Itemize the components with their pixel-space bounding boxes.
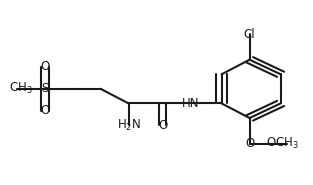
Text: O: O — [158, 119, 167, 132]
Text: HN: HN — [182, 97, 199, 110]
Text: O: O — [40, 60, 49, 73]
Text: O: O — [40, 104, 49, 117]
Text: CH$_3$: CH$_3$ — [9, 81, 33, 96]
Text: S: S — [41, 82, 49, 95]
Text: H$_2$N: H$_2$N — [116, 118, 141, 133]
Text: O: O — [245, 137, 254, 150]
Text: Cl: Cl — [244, 28, 255, 41]
Text: OCH$_3$: OCH$_3$ — [266, 136, 299, 151]
